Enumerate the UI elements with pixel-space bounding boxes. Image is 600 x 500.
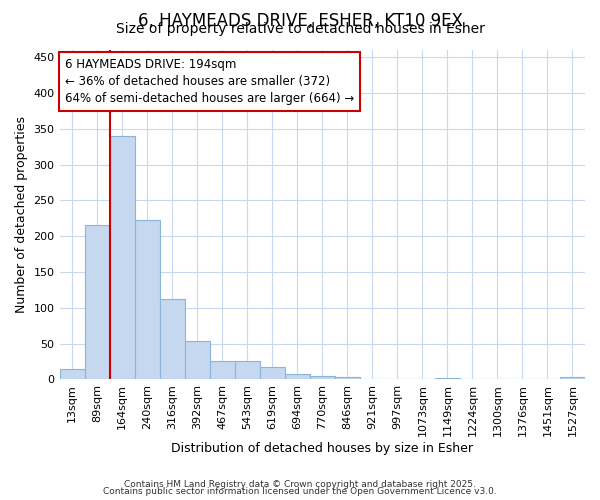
Text: 6, HAYMEADS DRIVE, ESHER, KT10 9EX: 6, HAYMEADS DRIVE, ESHER, KT10 9EX — [137, 12, 463, 30]
Bar — [59, 368, 85, 380]
Bar — [134, 220, 160, 380]
Text: Size of property relative to detached houses in Esher: Size of property relative to detached ho… — [116, 22, 484, 36]
Bar — [310, 376, 335, 380]
Text: 6 HAYMEADS DRIVE: 194sqm
← 36% of detached houses are smaller (372)
64% of semi-: 6 HAYMEADS DRIVE: 194sqm ← 36% of detach… — [65, 58, 354, 105]
Bar — [235, 361, 260, 380]
Y-axis label: Number of detached properties: Number of detached properties — [15, 116, 28, 313]
Bar — [435, 378, 460, 380]
Bar — [209, 361, 235, 380]
Bar — [260, 366, 285, 380]
Bar — [110, 136, 134, 380]
Bar — [185, 341, 209, 380]
Bar — [335, 376, 360, 380]
Bar — [560, 376, 585, 380]
Text: Contains public sector information licensed under the Open Government Licence v3: Contains public sector information licen… — [103, 487, 497, 496]
X-axis label: Distribution of detached houses by size in Esher: Distribution of detached houses by size … — [171, 442, 473, 455]
Bar — [460, 378, 485, 380]
Bar — [285, 374, 310, 380]
Bar — [160, 299, 185, 380]
Text: Contains HM Land Registry data © Crown copyright and database right 2025.: Contains HM Land Registry data © Crown c… — [124, 480, 476, 489]
Bar — [85, 225, 110, 380]
